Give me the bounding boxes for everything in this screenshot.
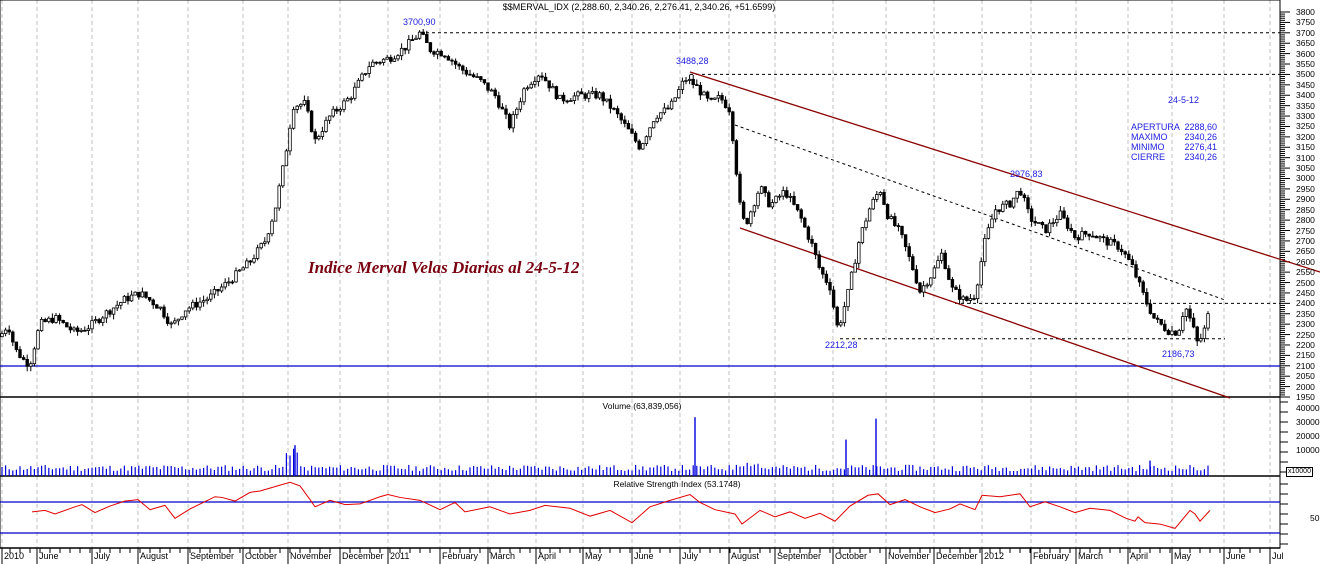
price-tick: 1950 — [1296, 392, 1315, 402]
price-tick: 2050 — [1296, 371, 1315, 382]
candlesticks — [0, 29, 1210, 372]
price-tick: 3500 — [1296, 69, 1315, 80]
price-tick: 2900 — [1296, 194, 1315, 205]
annotation-low-may-2012: 2186,73 — [1162, 349, 1195, 359]
time-tick-label: 2011 — [390, 551, 410, 561]
volume-tick: 20000 — [1296, 431, 1320, 441]
price-tick: 3800 — [1296, 7, 1315, 17]
time-tick-label: April — [1130, 551, 1149, 561]
ohlc-row-high: MAXIMO 2340,26 — [1131, 132, 1217, 142]
rsi-line — [31, 481, 1211, 529]
price-tick: 2550 — [1296, 267, 1315, 278]
volume-bars — [1, 417, 1209, 476]
price-tick: 3150 — [1296, 142, 1315, 153]
annotation-date: 24-5-12 — [1168, 95, 1200, 105]
volume-tick: 40000 — [1296, 403, 1320, 413]
price-tick: 3550 — [1296, 59, 1315, 70]
ohlc-row-close: CIERRE 2340,26 — [1131, 152, 1217, 162]
price-tick: 3200 — [1296, 131, 1315, 142]
price-tick: 3400 — [1296, 90, 1315, 101]
price-tick: 2600 — [1296, 256, 1315, 267]
time-tick-label: June — [1226, 551, 1246, 561]
price-tick: 3300 — [1296, 111, 1315, 122]
time-tick-label: May — [585, 551, 603, 561]
price-tick: 3750 — [1296, 17, 1315, 28]
time-tick-label: August — [731, 551, 760, 561]
ohlc-info-box: APERTURA 2288,60 MAXIMO 2340,26 MINIMO 2276… — [1131, 122, 1217, 162]
time-tick-label: June — [634, 551, 654, 561]
time-tick-label: September — [777, 551, 822, 561]
time-tick-label: December — [342, 551, 384, 561]
volume-panel-label: Volume (63,839,056) — [602, 401, 682, 411]
price-tick: 3350 — [1296, 100, 1315, 111]
annotation-peak-jan-2012: 2976,83 — [1010, 169, 1043, 179]
price-tick: 2150 — [1296, 350, 1315, 361]
time-tick-label: November — [888, 551, 930, 561]
time-tick-label: Jul — [1272, 551, 1284, 561]
annotation-low-oct-2011: 2212,28 — [825, 340, 858, 350]
price-tick: 2850 — [1296, 204, 1315, 215]
symbol-header: $$MERVAL_IDX (2,288.60, 2,340.26, 2,276.… — [502, 2, 776, 12]
time-tick-label: October — [835, 551, 868, 561]
price-tick: 3450 — [1296, 79, 1315, 90]
price-tick: 2000 — [1296, 381, 1315, 392]
price-tick: 2200 — [1296, 339, 1315, 350]
rsi-panel-label: Relative Strength Index (53.1748) — [613, 479, 741, 489]
price-tick: 2950 — [1296, 183, 1315, 194]
time-tick-label: October — [245, 551, 278, 561]
price-tick: 2650 — [1296, 246, 1315, 257]
time-tick-label: August — [140, 551, 169, 561]
time-tick-label: April — [538, 551, 557, 561]
chart-title: Indice Merval Velas Diarias al 24-5-12 — [308, 258, 580, 277]
time-tick-label: March — [490, 551, 516, 561]
price-tick: 2350 — [1296, 308, 1315, 319]
time-tick-label: February — [1033, 551, 1070, 561]
time-tick-label: September — [190, 551, 235, 561]
time-tick-label: May — [1174, 551, 1192, 561]
time-tick-label: July — [94, 551, 111, 561]
price-tick: 2100 — [1296, 360, 1315, 371]
price-tick: 2750 — [1296, 225, 1315, 236]
price-tick: 2500 — [1296, 277, 1315, 288]
rsi-tick-50: 50 — [1310, 513, 1320, 523]
price-tick: 3600 — [1296, 48, 1315, 59]
price-tick: 2800 — [1296, 215, 1315, 226]
price-tick: 3000 — [1296, 173, 1315, 184]
price-tick: 2250 — [1296, 329, 1315, 340]
price-tick: 2300 — [1296, 319, 1315, 330]
ohlc-row-open: APERTURA 2288,60 — [1131, 122, 1217, 132]
price-tick: 3100 — [1296, 152, 1315, 163]
annotation-peak-2011: 3700,90 — [403, 17, 436, 27]
time-tick-label: February — [442, 551, 479, 561]
price-tick: 3050 — [1296, 163, 1315, 174]
price-tick: 2700 — [1296, 235, 1315, 246]
time-tick-label: July — [682, 551, 699, 561]
ohlc-row-low: MINIMO 2276,41 — [1131, 142, 1217, 152]
price-tick: 3650 — [1296, 38, 1315, 49]
price-tick: 3250 — [1296, 121, 1315, 132]
time-tick-label: March — [1078, 551, 1104, 561]
price-tick: 3700 — [1296, 27, 1315, 38]
time-tick-label: June — [39, 551, 59, 561]
price-tick: 2450 — [1296, 287, 1315, 298]
time-tick-label: 2010 — [4, 551, 25, 561]
time-axis: 2010 June July August September October Novemb… — [0, 548, 1284, 564]
volume-tick: 10000 — [1296, 445, 1320, 455]
time-tick-label: December — [936, 551, 978, 561]
price-tick: 2400 — [1296, 298, 1315, 309]
volume-scale-badge: x10000 — [1286, 467, 1313, 477]
time-tick-label: 2012 — [984, 551, 1005, 561]
time-tick-label: November — [290, 551, 332, 561]
volume-tick: 30000 — [1296, 417, 1320, 427]
annotation-peak-jul-2011: 3488,28 — [676, 56, 709, 66]
